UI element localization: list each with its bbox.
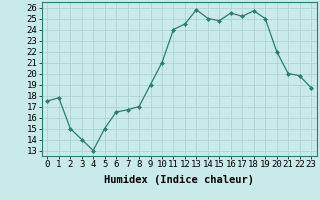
- X-axis label: Humidex (Indice chaleur): Humidex (Indice chaleur): [104, 175, 254, 185]
